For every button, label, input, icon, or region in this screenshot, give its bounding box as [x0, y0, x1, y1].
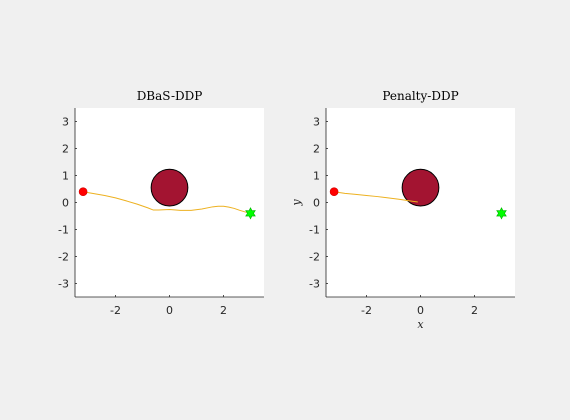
- goal-marker: [496, 207, 507, 220]
- plot-content: [329, 168, 507, 220]
- trajectory-line: [83, 191, 251, 214]
- x-tick-label: 2: [471, 304, 478, 317]
- y-tick-label: 3: [313, 116, 320, 129]
- y-tick-label: -1: [58, 224, 69, 237]
- plot-content: [78, 168, 256, 220]
- subplot-dbas-ddp: -2 0 2 -3 -2 -1 0 1 2 3 DBaS-DDP: [58, 89, 264, 317]
- y-axis-label: y: [290, 199, 303, 207]
- y-tick-label: 0: [62, 197, 69, 210]
- y-tick-label: 1: [62, 170, 69, 183]
- x-axis-label: x: [417, 318, 424, 331]
- start-marker: [78, 187, 88, 196]
- x-tick-label: 2: [220, 304, 227, 317]
- axes: -2 0 2 -3 -2 -1 0 1 2 3: [58, 108, 264, 317]
- x-tick-label: -2: [110, 304, 121, 317]
- x-tick-label: 0: [166, 304, 173, 317]
- y-tick-label: -2: [58, 251, 69, 264]
- y-tick-label: -3: [309, 278, 320, 291]
- x-tick-label: -2: [361, 304, 372, 317]
- obstacle-circle: [150, 168, 189, 207]
- start-marker: [329, 187, 339, 196]
- subplot-penalty-ddp: -2 0 2 -3 -2 -1 0 1 2 3 Penalty-DDP x y: [290, 89, 515, 331]
- y-tick-label: 1: [313, 170, 320, 183]
- goal-marker: [245, 207, 256, 220]
- trajectory-line: [334, 191, 418, 203]
- y-tick-label: -2: [309, 251, 320, 264]
- axes: -2 0 2 -3 -2 -1 0 1 2 3: [309, 108, 515, 317]
- y-tick-label: -3: [58, 278, 69, 291]
- y-tick-label: 2: [313, 143, 320, 156]
- obstacle-circle: [401, 168, 440, 207]
- chart-title: Penalty-DDP: [382, 89, 458, 103]
- y-tick-label: -1: [309, 224, 320, 237]
- y-tick-label: 3: [62, 116, 69, 129]
- y-tick-label: 0: [313, 197, 320, 210]
- chart-title: DBaS-DDP: [137, 89, 203, 103]
- x-tick-label: 0: [417, 304, 424, 317]
- y-tick-label: 2: [62, 143, 69, 156]
